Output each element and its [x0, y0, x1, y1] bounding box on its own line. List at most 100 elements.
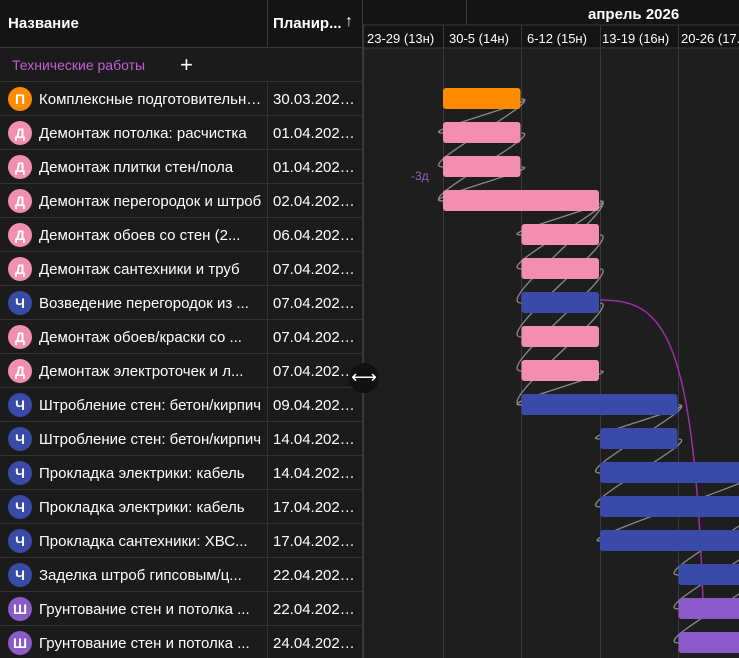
task-name[interactable]: Прокладка электрики: кабель	[39, 499, 245, 516]
column-header-planned[interactable]: Планир...	[273, 15, 342, 32]
table-row[interactable]: Ч Прокладка сантехники: ХВС... 17.04.2026 …	[0, 524, 362, 558]
task-bar	[443, 88, 521, 109]
task-planned-date[interactable]: 22.04.2026 ...	[273, 601, 362, 618]
task-bar	[521, 394, 678, 415]
task-name[interactable]: Демонтаж потолка: расчистка	[39, 125, 247, 142]
task-badge: Ч	[8, 427, 32, 451]
table-row[interactable]: Д Демонтаж перегородок и штроб 02.04.2026 …	[0, 184, 362, 218]
table-row[interactable]: Ч Штробление стен: бетон/кирпич 14.04.2026…	[0, 422, 362, 456]
table-row[interactable]: Д Демонтаж потолка: расчистка 01.04.2026 .…	[0, 116, 362, 150]
table-row[interactable]: Ч Возведение перегородок из ... 07.04.2026…	[0, 286, 362, 320]
task-name[interactable]: Комплексные подготовительные работы	[39, 91, 264, 108]
task-name[interactable]: Заделка штроб гипсовым/ц...	[39, 567, 242, 584]
task-planned-date[interactable]: 24.04.2026 ...	[273, 635, 362, 652]
task-name[interactable]: Демонтаж обоев со стен (2...	[39, 227, 241, 244]
task-badge: Ш	[8, 631, 32, 655]
task-badge: Д	[8, 189, 32, 213]
table-row[interactable]: П Комплексные подготовительные работы 30.0…	[0, 82, 362, 116]
column-divider	[267, 150, 268, 184]
task-planned-date[interactable]: 01.04.2026 ...	[273, 159, 362, 176]
table-row[interactable]: Д Демонтаж сантехники и труб 07.04.2026 ..…	[0, 252, 362, 286]
lag-label: -3д	[411, 169, 429, 183]
column-divider	[267, 116, 268, 150]
table-row[interactable]: Ч Прокладка электрики: кабель 17.04.2026 .…	[0, 490, 362, 524]
task-badge: Ч	[8, 495, 32, 519]
task-badge: Д	[8, 155, 32, 179]
task-name[interactable]: Штробление стен: бетон/кирпич	[39, 397, 262, 414]
task-badge: Д	[8, 325, 32, 349]
week-label: 30-5 (14н)	[449, 31, 509, 46]
table-row[interactable]: Ш Грунтование стен и потолка ... 24.04.202…	[0, 626, 362, 658]
task-bar	[521, 360, 599, 381]
task-name[interactable]: Возведение перегородок из ...	[39, 295, 249, 312]
task-badge: Ч	[8, 529, 32, 553]
task-name[interactable]: Демонтаж плитки стен/пола	[39, 159, 234, 176]
task-name[interactable]: Штробление стен: бетон/кирпич	[39, 431, 262, 448]
week-label: 6-12 (15н)	[527, 31, 587, 46]
table-row[interactable]: Ш Грунтование стен и потолка ... 22.04.202…	[0, 592, 362, 626]
task-planned-date[interactable]: 17.04.2026 ...	[273, 533, 362, 550]
table-row[interactable]: Ч Прокладка электрики: кабель 14.04.2026 .…	[0, 456, 362, 490]
column-header-name[interactable]: Название	[8, 15, 79, 32]
task-planned-date[interactable]: 14.04.2026 ...	[273, 431, 362, 448]
column-divider	[267, 388, 268, 422]
sort-arrow-up-icon[interactable]: ↑	[345, 13, 353, 30]
task-planned-date[interactable]: 07.04.2026 ...	[273, 329, 362, 346]
table-row[interactable]: Ч Штробление стен: бетон/кирпич 09.04.2026…	[0, 388, 362, 422]
table-row[interactable]: Д Демонтаж обоев со стен (2... 06.04.2026 …	[0, 218, 362, 252]
task-planned-date[interactable]: 07.04.2026 ...	[273, 295, 362, 312]
group-label[interactable]: Технические работы	[12, 57, 146, 73]
table-row[interactable]: Д Демонтаж обоев/краски со ... 07.04.2026 …	[0, 320, 362, 354]
task-name[interactable]: Демонтаж обоев/краски со ...	[39, 329, 242, 346]
task-name[interactable]: Демонтаж сантехники и труб	[39, 261, 240, 278]
resize-handle-icon[interactable]: ⟷	[349, 363, 379, 393]
task-name[interactable]: Грунтование стен и потолка ...	[39, 601, 250, 618]
task-bar	[600, 530, 739, 551]
column-divider	[267, 626, 268, 658]
task-bar	[600, 462, 739, 483]
task-planned-date[interactable]: 17.04.2026 ...	[273, 499, 362, 516]
task-planned-date[interactable]: 14.04.2026 ...	[273, 465, 362, 482]
task-badge: Д	[8, 359, 32, 383]
task-planned-date[interactable]: 09.04.2026 ...	[273, 397, 362, 414]
task-name[interactable]: Демонтаж электроточек и л...	[39, 363, 244, 380]
column-divider	[267, 252, 268, 286]
task-badge: Ч	[8, 461, 32, 485]
task-planned-date[interactable]: 22.04.2026 ...	[273, 567, 362, 584]
task-bar	[678, 632, 739, 653]
task-bar	[521, 292, 599, 313]
task-bar	[443, 190, 599, 211]
column-divider	[267, 558, 268, 592]
task-badge: Д	[8, 257, 32, 281]
task-name[interactable]: Прокладка сантехники: ХВС...	[39, 533, 248, 550]
task-name[interactable]: Демонтаж перегородок и штроб	[39, 193, 262, 210]
task-planned-date[interactable]: 01.04.2026 ...	[273, 125, 362, 142]
dependency-connector	[595, 404, 683, 440]
column-divider	[267, 354, 268, 388]
task-name[interactable]: Грунтование стен и потолка ...	[39, 635, 250, 652]
task-planned-date[interactable]: 07.04.2026 ...	[273, 261, 362, 278]
column-divider	[267, 592, 268, 626]
table-row[interactable]: Ч Заделка штроб гипсовым/ц... 22.04.2026 .…	[0, 558, 362, 592]
dependency-connector	[516, 200, 604, 236]
dependency-connector	[438, 166, 526, 202]
column-divider[interactable]	[267, 0, 268, 48]
task-bar	[443, 156, 521, 177]
table-row[interactable]: Д Демонтаж электроточек и л... 07.04.2026 …	[0, 354, 362, 388]
task-planned-date[interactable]: 30.03.2026 ...	[273, 91, 362, 108]
table-header: Название Планир... ↑	[0, 0, 362, 48]
column-divider	[267, 524, 268, 558]
task-bar	[678, 598, 739, 619]
gantt-canvas: -3д	[363, 0, 739, 658]
task-planned-date[interactable]: 02.04.2026 ...	[273, 193, 362, 210]
task-name[interactable]: Прокладка электрики: кабель	[39, 465, 245, 482]
task-badge: Д	[8, 223, 32, 247]
week-label: 23-29 (13н)	[367, 31, 435, 46]
column-divider	[267, 320, 268, 354]
table-row[interactable]: Д Демонтаж плитки стен/пола 01.04.2026 ...	[0, 150, 362, 184]
group-row: Технические работы +	[0, 48, 362, 82]
task-bar	[678, 564, 739, 585]
task-planned-date[interactable]: 06.04.2026 ...	[273, 227, 362, 244]
task-bar	[521, 326, 599, 347]
add-task-plus-icon[interactable]: +	[180, 52, 193, 77]
